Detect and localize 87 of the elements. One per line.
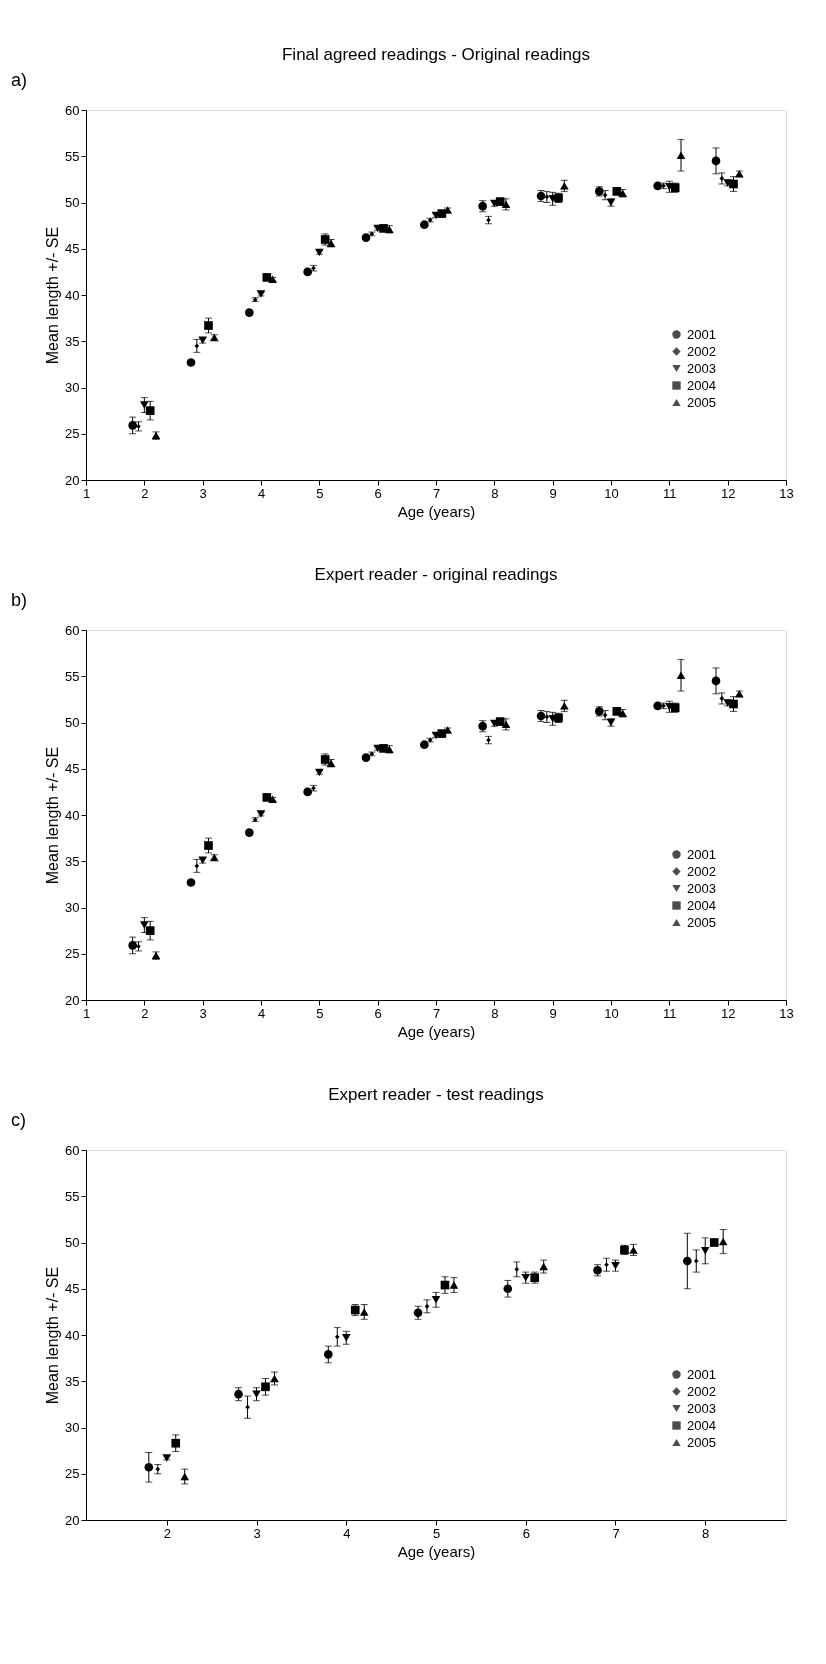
y-tick-label: 55 — [65, 1188, 80, 1204]
x-tick-label: 5 — [316, 1005, 324, 1021]
x-tick-label: 7 — [432, 485, 441, 501]
x-tick-label: 10 — [604, 485, 619, 501]
x-tick-label: 5 — [316, 485, 324, 501]
y-tick-label: 50 — [65, 1235, 80, 1250]
y-tick-label: 25 — [65, 946, 80, 962]
y-tick-label: 55 — [65, 668, 80, 684]
x-tick-label: 2 — [141, 485, 149, 501]
y-tick-label: 30 — [65, 380, 80, 395]
x-tick-label: 9 — [549, 485, 557, 501]
x-tick-label: 4 — [257, 485, 266, 501]
x-tick-label: 1 — [82, 485, 91, 501]
x-tick-label: 10 — [604, 1005, 619, 1021]
x-axis-title: Age (years) — [397, 502, 476, 520]
x-tick-label: 7 — [612, 1525, 620, 1541]
y-tick-label: 60 — [65, 102, 80, 118]
y-tick-label: 30 — [65, 1420, 80, 1435]
legend-label: 2002 — [687, 1383, 716, 1399]
y-tick-label: 35 — [65, 853, 80, 869]
legend-label: 2003 — [687, 1400, 716, 1416]
y-tick-label: 40 — [65, 287, 80, 303]
y-axis-title: Mean length +/- SE — [44, 746, 62, 885]
legend-label: 2004 — [687, 1417, 716, 1433]
legend-label: 2003 — [687, 360, 716, 376]
y-tick-label: 45 — [65, 761, 80, 777]
x-tick-label: 13 — [779, 1005, 794, 1021]
legend-label: 2001 — [687, 1366, 716, 1382]
x-tick-label: 3 — [253, 1525, 261, 1541]
y-tick-label: 20 — [65, 992, 80, 1008]
y-tick-label: 60 — [65, 622, 80, 638]
y-tick-label: 50 — [65, 195, 80, 210]
legend-label: 2005 — [687, 1434, 716, 1450]
y-tick-label: 50 — [65, 715, 80, 730]
x-tick-label: 5 — [432, 1525, 441, 1541]
legend-label: 2003 — [687, 880, 716, 896]
y-tick-label: 45 — [65, 241, 80, 257]
x-tick-label: 4 — [343, 1525, 351, 1541]
text: c) — [11, 1110, 26, 1130]
x-axis-title: Age (years) — [397, 1022, 476, 1040]
legend-label: 2001 — [687, 326, 716, 342]
legend-label: 2004 — [687, 897, 716, 913]
x-tick-label: 3 — [199, 1005, 207, 1021]
legend-label: 2001 — [687, 846, 716, 862]
legend-label: 2005 — [687, 394, 716, 410]
x-axis-title: Age (years) — [397, 1542, 476, 1560]
y-tick-label: 60 — [65, 1142, 80, 1158]
x-tick-label: 1 — [82, 1005, 91, 1021]
x-tick-label: 13 — [779, 485, 794, 501]
y-tick-label: 35 — [65, 1373, 80, 1389]
y-tick-label: 40 — [65, 1327, 80, 1343]
legend-label: 2002 — [687, 863, 716, 879]
x-tick-label: 7 — [432, 1005, 441, 1021]
y-tick-label: 20 — [65, 1512, 80, 1528]
legend-label: 2004 — [687, 377, 716, 393]
x-tick-label: 11 — [663, 1005, 677, 1021]
x-tick-label: 8 — [491, 1005, 499, 1021]
legend-label: 2005 — [687, 914, 716, 930]
x-tick-label: 4 — [257, 1005, 266, 1021]
x-tick-label: 8 — [491, 485, 499, 501]
x-tick-label: 6 — [374, 485, 382, 501]
x-tick-label: 12 — [720, 1005, 736, 1021]
text: a) — [11, 70, 28, 90]
y-tick-label: 30 — [65, 900, 80, 915]
x-tick-label: 9 — [549, 1005, 557, 1021]
chart-title: Final agreed readings - Original readings — [281, 45, 591, 64]
chart-title: Expert reader - test readings — [328, 1085, 544, 1104]
y-tick-label: 20 — [65, 472, 80, 488]
chart-title: Expert reader - original readings — [314, 565, 558, 584]
y-tick-label: 40 — [65, 807, 80, 823]
y-tick-label: 25 — [65, 1466, 80, 1482]
x-tick-label: 8 — [702, 1525, 710, 1541]
text: b) — [11, 590, 28, 610]
x-tick-label: 2 — [163, 1525, 171, 1541]
y-axis-title: Mean length +/- SE — [44, 226, 62, 365]
y-tick-label: 35 — [65, 333, 80, 349]
x-tick-label: 2 — [141, 1005, 149, 1021]
legend-label: 2002 — [687, 343, 716, 359]
x-tick-label: 6 — [374, 1005, 382, 1021]
y-tick-label: 55 — [65, 148, 80, 164]
x-tick-label: 12 — [720, 485, 736, 501]
x-tick-label: 11 — [663, 485, 677, 501]
x-tick-label: 3 — [199, 485, 207, 501]
y-tick-label: 25 — [65, 426, 80, 442]
y-axis-title: Mean length +/- SE — [44, 1266, 62, 1405]
y-tick-label: 45 — [65, 1281, 80, 1297]
x-tick-label: 6 — [522, 1525, 530, 1541]
